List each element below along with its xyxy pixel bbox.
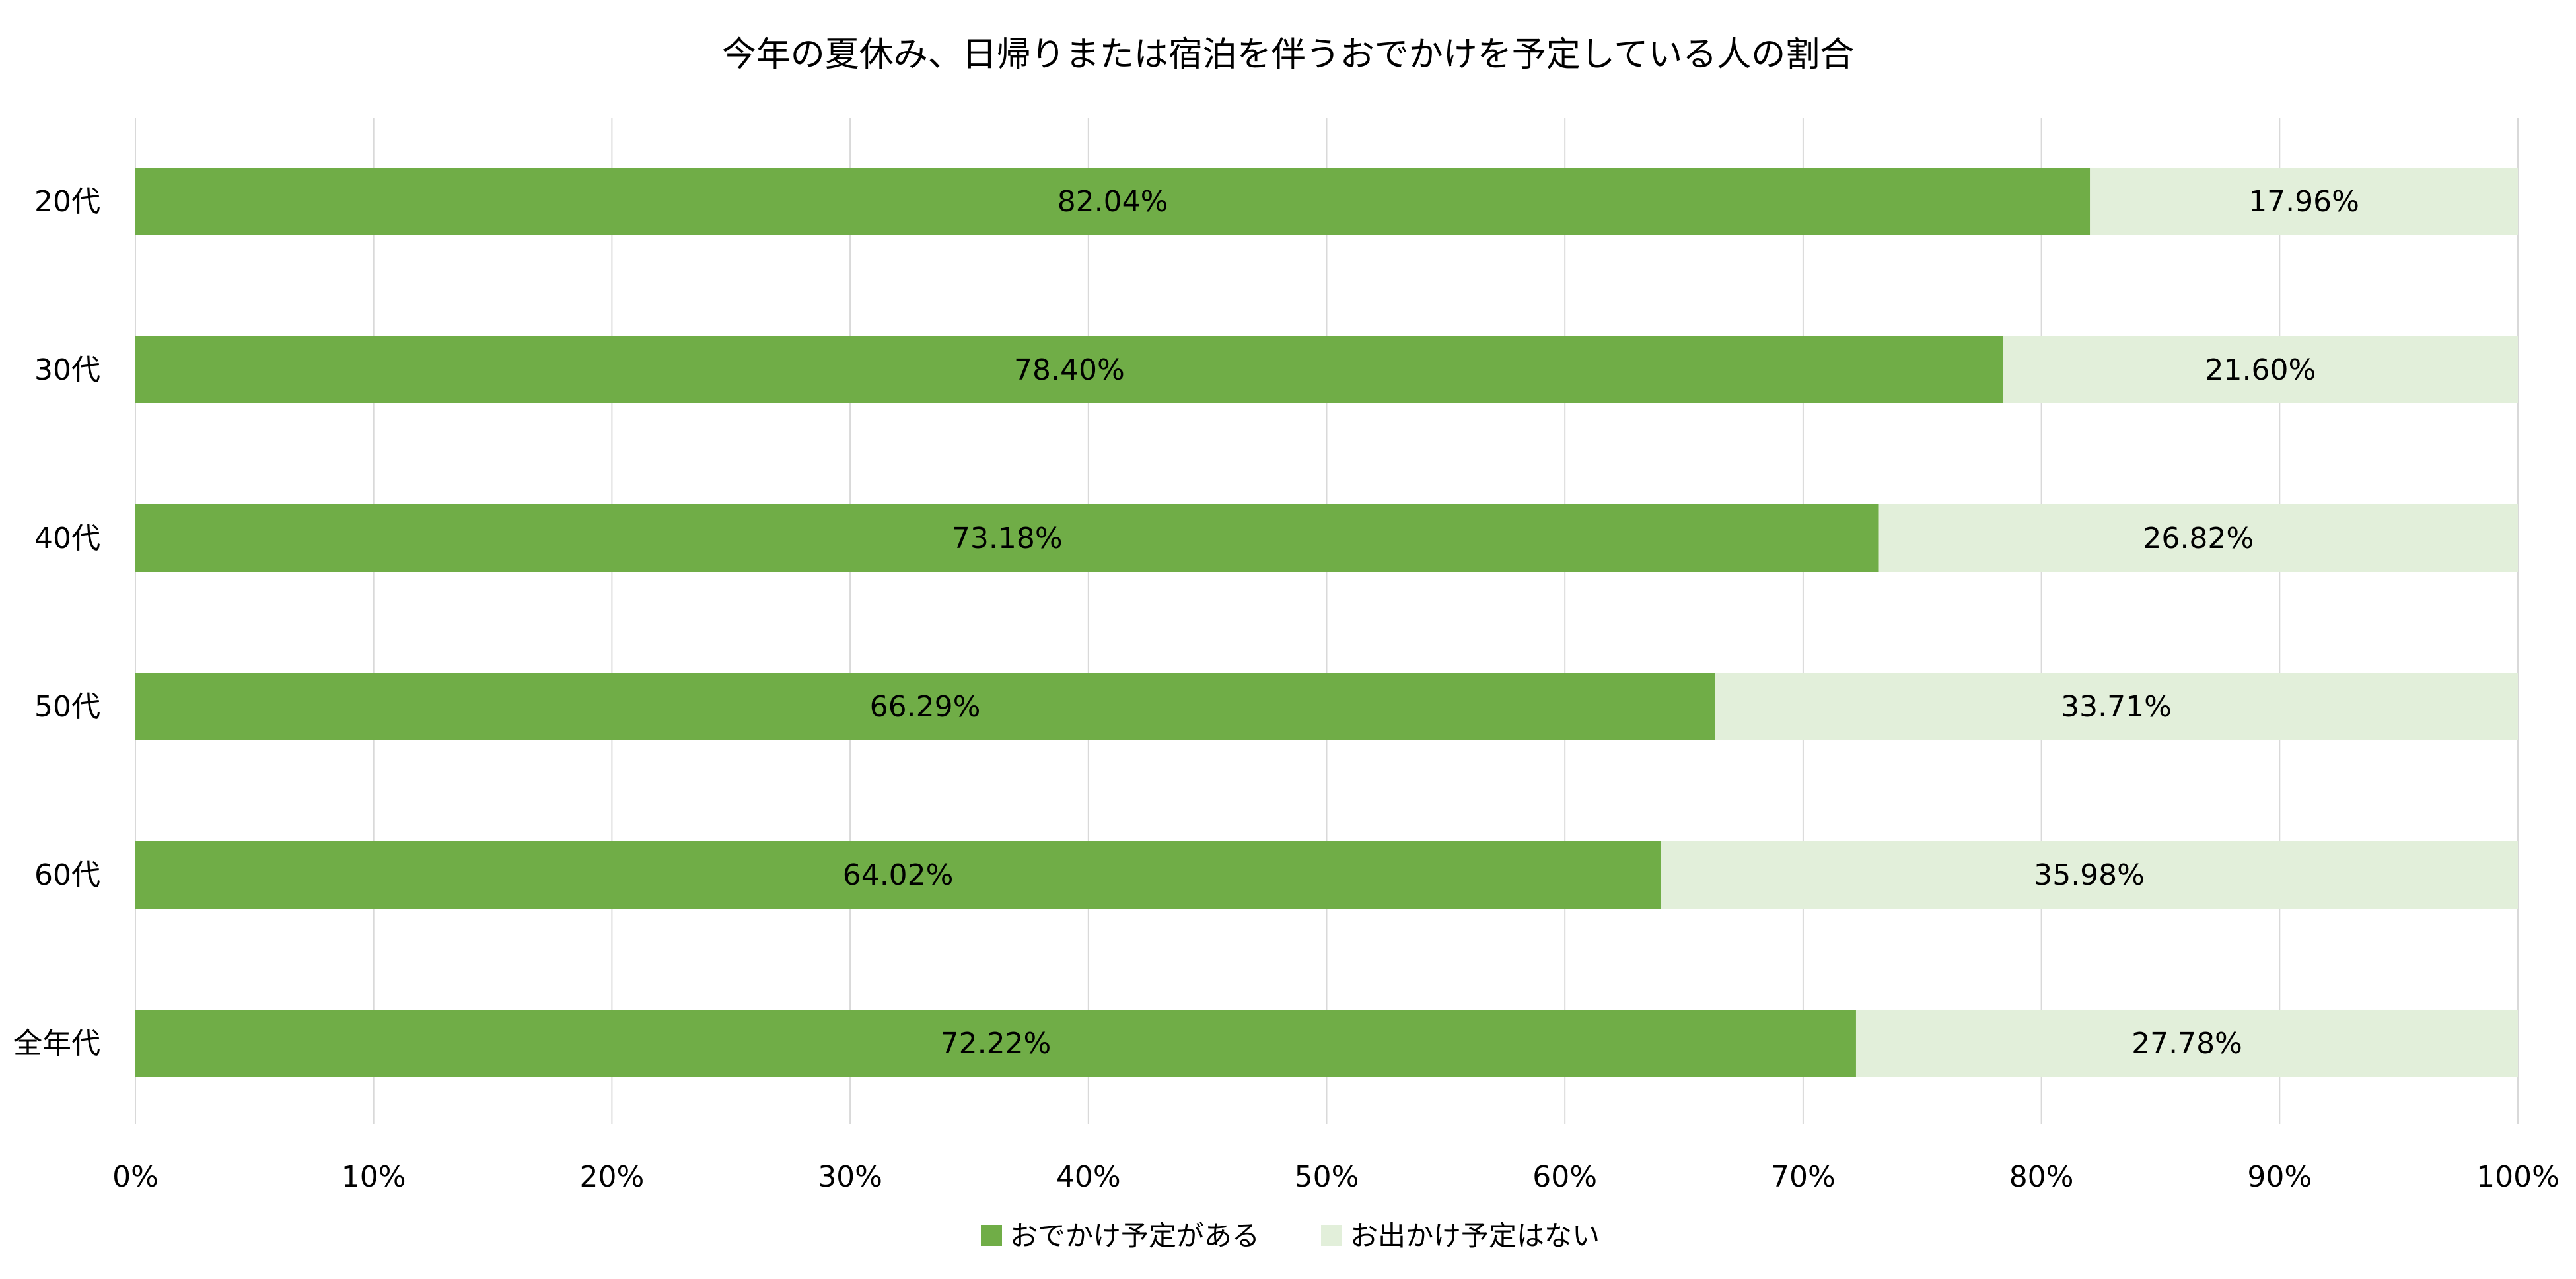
legend-swatch [981,1225,1002,1246]
legend: おでかけ予定がある お出かけ予定はない [981,1220,1600,1252]
category-label: 60代 [34,858,100,892]
data-label: 66.29% [870,690,981,724]
category-label: 50代 [34,690,100,724]
x-tick-label: 60% [1532,1160,1597,1194]
x-tick-label: 100% [2476,1160,2559,1194]
category-label: 40代 [34,522,100,555]
chart-title: 今年の夏休み、日帰りまたは宿泊を伴うおでかけを予定している人の割合 [722,35,1854,75]
data-label: 64.02% [843,858,954,892]
bar-segment [135,336,2003,403]
x-tick-label: 10% [341,1160,406,1194]
legend-label: お出かけ予定はない [1350,1220,1600,1252]
data-label: 27.78% [2131,1027,2242,1060]
x-tick-label: 20% [580,1160,645,1194]
bar-segment [135,504,1879,572]
x-tick-label: 80% [2009,1160,2074,1194]
category-label: 30代 [34,353,100,387]
data-labels: 82.04% 17.96% 78.40% 21.60% 73.18% 26.82% 66.2… [843,185,2359,1060]
legend-swatch [1321,1225,1342,1246]
data-label: 21.60% [2205,353,2316,387]
bar-segment [135,673,1715,740]
bar-segment [1715,673,2518,740]
bars [135,168,2518,1077]
x-tick-label: 40% [1056,1160,1121,1194]
bar-segment [135,168,2091,235]
data-label: 72.22% [941,1027,1052,1060]
category-label: 全年代 [13,1027,100,1060]
data-label: 33.71% [2061,690,2172,724]
category-label: 20代 [34,185,100,219]
legend-label: おでかけ予定がある [1010,1220,1260,1252]
x-tick-label: 70% [1771,1160,1836,1194]
x-tick-label: 90% [2247,1160,2312,1194]
bar-segment [135,1010,1856,1077]
data-label: 35.98% [2034,858,2145,892]
bar-segment [1661,841,2518,909]
bar-segment [2090,168,2518,235]
x-tick-label: 30% [818,1160,882,1194]
data-label: 82.04% [1057,185,1168,219]
x-tick-label: 0% [112,1160,159,1194]
data-label: 26.82% [2143,522,2254,555]
data-label: 78.40% [1014,353,1125,387]
x-tick-label: 50% [1295,1160,1359,1194]
bar-segment [135,841,1661,909]
bar-segment [1855,1010,2518,1077]
bar-segment [1878,504,2518,572]
data-label: 17.96% [2248,185,2359,219]
value-axis-tick-labels: 0% 10% 20% 30% 40% 50% 60% 70% 80% 90% 100% [112,1160,2559,1194]
bar-segment [2003,336,2518,403]
data-label: 73.18% [952,522,1063,555]
gridlines [135,118,2519,1124]
